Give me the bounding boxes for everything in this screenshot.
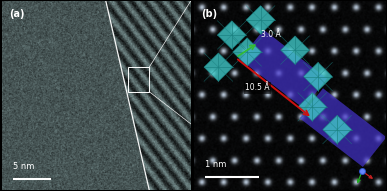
Bar: [240, 30, 327, 108]
Text: 1 nm: 1 nm: [205, 160, 226, 169]
Polygon shape: [233, 38, 262, 66]
Polygon shape: [246, 6, 275, 34]
Polygon shape: [204, 53, 233, 81]
Text: (b): (b): [201, 9, 217, 19]
Bar: [300, 88, 386, 167]
Text: 10.5 Å: 10.5 Å: [245, 83, 270, 92]
Text: 3.0 Å: 3.0 Å: [260, 31, 280, 40]
Polygon shape: [217, 21, 246, 49]
Text: (a): (a): [10, 9, 25, 19]
Polygon shape: [323, 115, 351, 144]
Polygon shape: [281, 36, 309, 64]
Polygon shape: [304, 62, 332, 91]
Polygon shape: [298, 93, 327, 121]
Text: 5 nm: 5 nm: [13, 162, 35, 171]
Bar: [128, 67, 149, 92]
